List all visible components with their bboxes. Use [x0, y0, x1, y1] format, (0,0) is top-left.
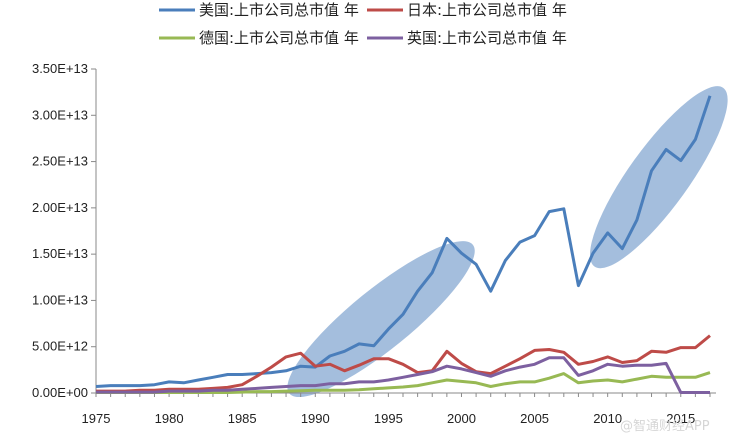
series-line-4 [96, 356, 710, 394]
legend: 美国:上市公司总市值 年 日本:上市公司总市值 年德国:上市公司总市值 年 英国:上… [159, 1, 567, 47]
y-tick-label: 1.00E+13 [32, 292, 88, 307]
x-tick-label: 1980 [155, 411, 184, 426]
y-tick-label: 3.50E+13 [32, 61, 88, 76]
series-line-1 [95, 95, 712, 388]
x-tick-label: 2015 [666, 411, 695, 426]
y-tick-label: 3.00E+13 [32, 107, 88, 122]
watermark: @智通财经APP [620, 419, 710, 434]
x-tick-label: 2000 [447, 411, 476, 426]
legend-label-1: 美国:上市公司总市值 年 [199, 1, 359, 19]
legend-label-4: 英国:上市公司总市值 年 [407, 29, 567, 47]
legend-label-2: 日本:上市公司总市值 年 [407, 1, 567, 19]
highlight-ellipse-2 [590, 86, 728, 269]
axes: 0.00E+00 5.00E+12 1.00E+13 1.50E+13 2.00E+13… [32, 61, 716, 426]
x-tick-label: 2010 [593, 411, 622, 426]
x-tick-label: 1985 [228, 411, 257, 426]
x-tick-label: 1990 [301, 411, 330, 426]
series-line-2 [96, 334, 711, 393]
x-tick-label: 1975 [82, 411, 111, 426]
x-tick-label: 1995 [374, 411, 403, 426]
x-tick-label: 2005 [520, 411, 549, 426]
y-tick-label: 0.00E+00 [32, 385, 88, 400]
y-tick-label: 2.50E+13 [32, 154, 88, 169]
y-tick-label: 2.00E+13 [32, 200, 88, 215]
y-tick-label: 5.00E+12 [32, 339, 88, 354]
legend-label-3: 德国:上市公司总市值 年 [199, 29, 359, 47]
y-tick-label: 1.50E+13 [32, 246, 88, 261]
series-lines [95, 95, 712, 394]
